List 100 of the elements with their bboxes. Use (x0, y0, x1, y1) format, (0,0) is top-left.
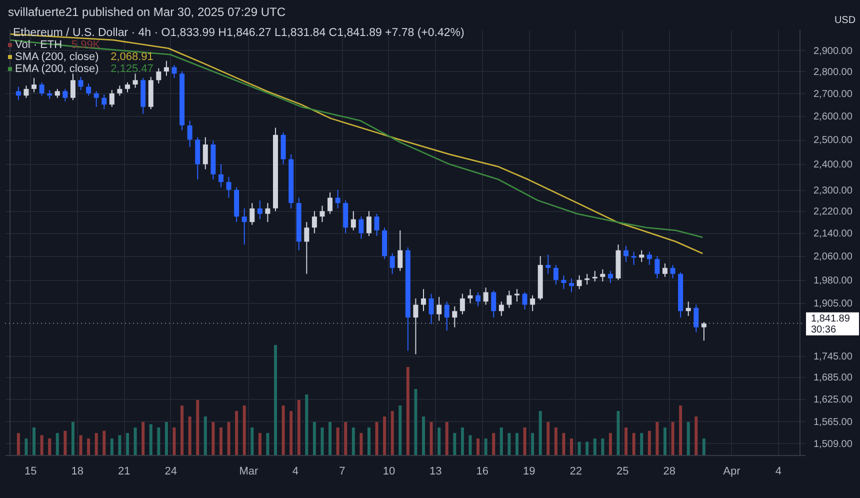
bar (157, 428, 160, 455)
bar (235, 411, 238, 455)
bar (196, 400, 200, 455)
bar (48, 438, 52, 455)
candlestick (350, 210, 356, 231)
bar (16, 433, 20, 455)
bar (320, 428, 324, 455)
bar (624, 428, 628, 455)
bar (383, 416, 386, 455)
candlestick (522, 292, 528, 310)
bar (142, 422, 145, 455)
candlestick (226, 176, 232, 198)
candlestick (39, 82, 44, 96)
candlestick (498, 301, 504, 316)
candlestick (16, 86, 21, 101)
bar (430, 422, 433, 455)
bar (390, 411, 394, 455)
bar (274, 345, 277, 455)
bar (164, 422, 168, 455)
candlestick (686, 301, 691, 316)
bar (94, 433, 98, 455)
x-tick-label: 4 (775, 466, 782, 478)
candlestick (218, 164, 224, 188)
candlestick (436, 296, 442, 322)
bar (102, 430, 106, 455)
y-tick-label: 2,500.00 (814, 135, 853, 146)
bar (438, 428, 441, 455)
candlestick (608, 270, 613, 284)
candlestick (335, 189, 340, 209)
bar (679, 406, 682, 455)
bar (367, 428, 370, 455)
x-tick-label: 24 (164, 466, 177, 478)
x-tick-label: 13 (430, 466, 442, 478)
bar (212, 422, 215, 455)
candlestick (358, 216, 364, 240)
ref-line-label: 1,841.89 (811, 313, 850, 324)
annotation: 2,125.47 (110, 63, 154, 75)
candlestick (553, 264, 558, 286)
bar (453, 433, 456, 455)
bar (258, 433, 262, 455)
bar (663, 428, 666, 455)
bar (219, 428, 222, 455)
bar (312, 422, 316, 455)
bar (242, 406, 246, 455)
candlestick (421, 288, 426, 312)
y-tick-label: 1,745.00 (814, 351, 853, 362)
candlestick (624, 245, 629, 262)
bar (586, 442, 589, 455)
candlestick (374, 213, 380, 237)
bar (608, 433, 612, 455)
bar (531, 433, 534, 455)
bar (554, 428, 558, 455)
candlestick (631, 251, 636, 266)
bar (671, 422, 674, 455)
candlestick (94, 90, 99, 108)
bar (24, 438, 28, 455)
candlestick (312, 210, 317, 234)
bar (172, 428, 176, 455)
candlestick (398, 230, 403, 272)
candlestick (592, 270, 598, 282)
legend-label: EMA (200, close) (15, 63, 99, 75)
candlestick (468, 288, 473, 304)
bar (398, 406, 402, 455)
text: USD (834, 15, 856, 26)
bar (305, 394, 308, 455)
bar (484, 438, 488, 455)
candlestick (366, 210, 372, 237)
candlestick (78, 76, 84, 91)
x-tick-label: 4 (292, 466, 299, 478)
candlestick (662, 262, 668, 278)
bar (375, 422, 378, 455)
bar (204, 416, 207, 455)
candlestick (109, 90, 114, 108)
bar (227, 422, 230, 455)
bar (118, 435, 122, 455)
candlestick (124, 82, 130, 93)
legend-label: SMA (200, close) (15, 51, 99, 63)
bar (266, 433, 270, 455)
candlestick (584, 273, 590, 286)
bar (538, 411, 542, 455)
x-tick-label: 21 (118, 466, 130, 478)
bar (694, 416, 698, 455)
x-tick-label: 19 (523, 466, 536, 478)
candlestick (576, 274, 582, 290)
y-tick-label: 2,300.00 (814, 185, 853, 196)
y-tick-label: 1,565.00 (814, 416, 853, 428)
candlestick (452, 306, 458, 328)
annotation: 2,068.91 (110, 51, 154, 63)
x-tick-label: 28 (663, 466, 676, 478)
y-tick-label: 2,140.00 (814, 228, 853, 240)
candlestick (491, 290, 496, 318)
y-tick-label: 2,400.00 (814, 160, 853, 171)
candlestick (530, 294, 536, 312)
candlestick (444, 301, 450, 332)
bar (648, 430, 651, 455)
candlestick (646, 251, 652, 266)
bar (71, 422, 74, 455)
bar (282, 406, 285, 455)
candlestick (694, 304, 699, 333)
bar (460, 428, 464, 455)
